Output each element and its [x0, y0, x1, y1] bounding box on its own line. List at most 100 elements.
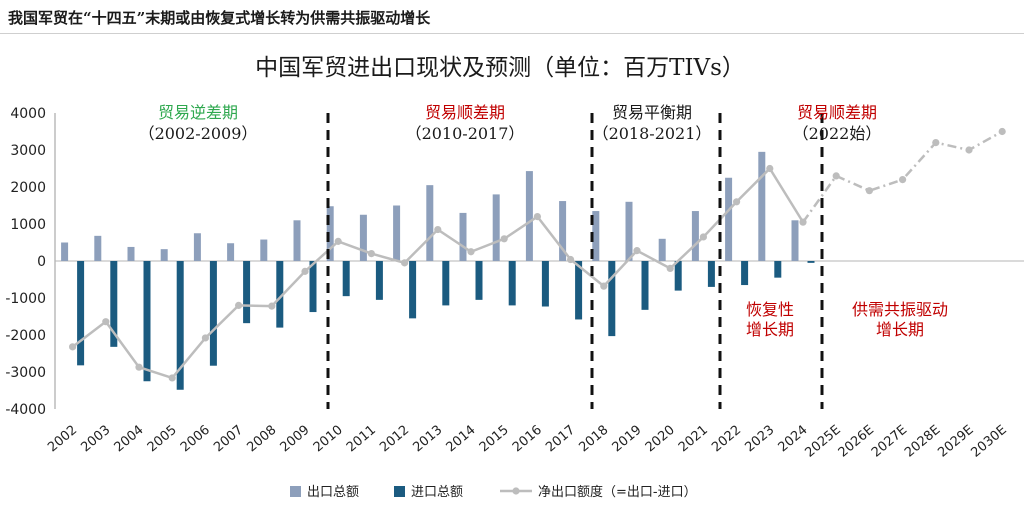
import-bar — [541, 261, 549, 307]
import-bar — [508, 261, 516, 306]
net-export-point — [766, 164, 774, 173]
import-bar — [475, 261, 483, 300]
net-export-point — [334, 237, 342, 245]
x-tick-label: 2030E — [968, 423, 1009, 461]
y-tick-label: -3000 — [5, 365, 46, 381]
net-export-point — [965, 146, 973, 154]
net-export-point — [434, 225, 442, 234]
x-tick-label: 2026E — [836, 423, 877, 461]
net-export-point — [899, 176, 907, 184]
legend-swatch-export — [290, 486, 301, 497]
net-export-point — [932, 139, 940, 147]
period-name: 贸易逆差期 — [158, 103, 238, 122]
import-bar — [774, 261, 782, 278]
period-name: 贸易顺差期 — [797, 103, 877, 122]
net-export-point — [168, 374, 176, 382]
legend-swatch-net-marker — [512, 487, 520, 495]
x-tick-label: 2016 — [510, 423, 545, 456]
net-export-point — [268, 302, 276, 310]
y-tick-label: -1000 — [5, 291, 46, 307]
y-tick-label: -2000 — [5, 328, 46, 344]
import-bar — [243, 261, 251, 324]
x-tick-label: 2029E — [935, 423, 976, 461]
chart-title: 中国军贸进出口现状及预测（单位：百万TIVs） — [255, 55, 745, 81]
legend-label-net: 净出口额度（=出口-进口） — [538, 484, 697, 500]
period-name: 贸易平衡期 — [612, 103, 692, 122]
net-export-point — [301, 267, 309, 275]
net-export-point — [102, 318, 110, 326]
export-bar — [459, 212, 467, 261]
export-bar — [791, 220, 799, 261]
export-bar — [625, 201, 633, 261]
period-range: （2002-2009） — [139, 124, 258, 143]
import-bar — [707, 261, 715, 287]
y-tick-label: 4000 — [10, 106, 46, 122]
x-tick-label: 2003 — [78, 423, 113, 456]
net-export-point — [666, 264, 674, 272]
export-bar — [326, 206, 334, 261]
net-export-point — [500, 235, 508, 243]
import-bar — [342, 261, 350, 297]
header-title: 我国军贸在“十四五”末期或由恢复式增长转为供需共振驱动增长 — [8, 9, 431, 27]
import-bar — [807, 261, 815, 263]
import-bar — [674, 261, 682, 291]
net-export-point — [567, 255, 575, 264]
x-tick-label: 2010 — [311, 423, 346, 456]
net-export-point — [832, 172, 840, 180]
import-bar — [442, 261, 450, 306]
import-bar — [276, 261, 284, 328]
x-tick-label: 2022 — [709, 423, 744, 456]
legend-swatch-import — [394, 486, 405, 497]
x-tick-label: 2025E — [802, 423, 843, 461]
export-bar — [725, 177, 733, 261]
x-tick-label: 2007 — [211, 423, 246, 456]
x-tick-label: 2014 — [444, 423, 479, 456]
x-tick-label: 2011 — [344, 423, 379, 456]
y-tick-label: 0 — [37, 254, 46, 270]
x-tick-label: 2002 — [45, 423, 80, 456]
export-bar — [94, 235, 102, 261]
import-bar — [143, 261, 151, 382]
x-tick-label: 2005 — [145, 423, 180, 456]
legend: 出口总额 进口总额 净出口额度（=出口-进口） — [290, 484, 697, 500]
y-tick-label: 2000 — [10, 180, 46, 196]
x-tick-label: 2027E — [869, 423, 910, 461]
net-export-point — [401, 259, 409, 267]
net-export-point — [533, 213, 542, 221]
period-range: （2010-2017） — [406, 124, 525, 143]
import-bar — [608, 261, 616, 337]
period-range: （2018-2021） — [593, 124, 712, 143]
x-tick-label: 2023 — [742, 423, 777, 456]
net-export-point — [235, 301, 243, 309]
export-bar — [227, 243, 235, 261]
net-export-point — [799, 218, 807, 226]
x-tick-label: 2021 — [676, 423, 711, 456]
x-tick-label: 2019 — [610, 423, 645, 456]
annotation-line2: 增长期 — [746, 320, 794, 339]
x-tick-label: 2004 — [112, 423, 147, 456]
export-bar — [193, 233, 201, 261]
export-bar — [592, 211, 600, 261]
net-export-point — [467, 248, 475, 256]
x-tick-label: 2017 — [543, 423, 578, 456]
export-bar — [127, 246, 135, 261]
import-bar — [209, 261, 217, 366]
export-bar — [359, 214, 367, 261]
x-tick-label: 2018 — [576, 423, 611, 456]
net-export-point — [69, 343, 77, 351]
legend-label-import: 进口总额 — [411, 485, 463, 500]
net-export-point — [600, 282, 608, 290]
x-tick-label: 2013 — [410, 423, 445, 456]
export-bar — [492, 194, 500, 261]
export-bar — [293, 220, 301, 261]
export-bar — [559, 201, 567, 261]
y-tick-label: 3000 — [10, 143, 46, 159]
y-tick-label: -4000 — [5, 402, 46, 418]
net-export-point — [865, 187, 874, 195]
export-bar — [393, 205, 401, 261]
chart: 中国军贸进出口现状及预测（单位：百万TIVs） -4000 -3000 -2000 -… — [5, 55, 1024, 500]
import-bar — [641, 261, 649, 310]
x-tick-label: 2009 — [278, 423, 313, 456]
export-bar — [61, 242, 69, 261]
import-bar — [375, 261, 383, 300]
